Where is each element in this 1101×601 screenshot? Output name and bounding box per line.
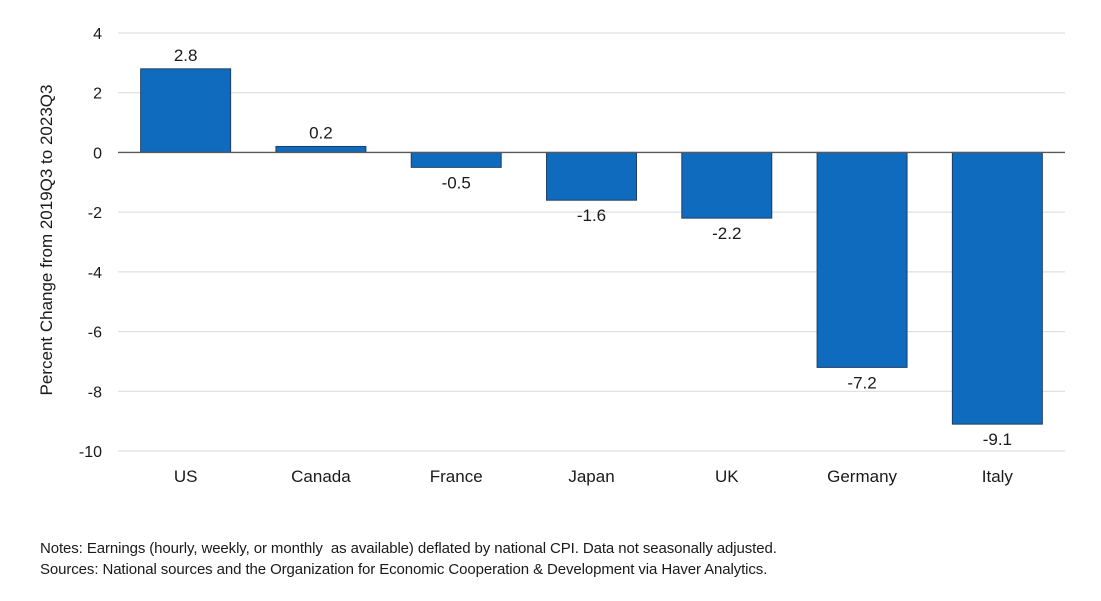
data-label: -2.2	[712, 224, 741, 243]
notes-text: Notes: Earnings (hourly, weekly, or mont…	[40, 540, 777, 557]
y-tick-label: -10	[79, 444, 102, 461]
data-label: -0.5	[442, 173, 471, 192]
y-tick-label: -4	[88, 265, 102, 282]
x-tick-label: UK	[715, 467, 739, 486]
y-tick-label: -6	[88, 325, 102, 342]
x-tick-label: Japan	[568, 467, 614, 486]
y-axis-label: Percent Change from 2019Q3 to 2023Q3	[37, 85, 56, 396]
data-label: -7.2	[847, 373, 876, 392]
bar	[816, 151, 908, 368]
y-tick-label: -8	[88, 384, 102, 401]
data-label: -1.6	[577, 206, 606, 225]
bar	[275, 145, 367, 153]
x-axis-ticks: US Canada France Japan UK Germany Italy	[174, 467, 1014, 486]
y-tick-label: -2	[88, 205, 102, 222]
bar	[140, 68, 232, 153]
y-tick-label: 4	[93, 26, 102, 43]
bar	[546, 151, 637, 201]
bar	[681, 151, 773, 219]
x-tick-label: Germany	[827, 467, 897, 486]
sources-text: Sources: National sources and the Organi…	[40, 561, 768, 578]
x-tick-label: France	[430, 467, 483, 486]
y-tick-label: 2	[93, 86, 102, 103]
bars	[140, 68, 1043, 425]
bar	[410, 151, 502, 168]
bar	[951, 151, 1043, 425]
data-label: 2.8	[174, 46, 198, 65]
x-tick-label: Canada	[291, 467, 351, 486]
y-axis-ticks: 4 2 0 -2 -4 -6 -8 -10	[79, 26, 102, 461]
bar-chart: 4 2 0 -2 -4 -6 -8 -10 US Canada France Japan UK Germ…	[37, 26, 1065, 486]
y-tick-label: 0	[93, 145, 102, 162]
gridlines	[118, 32, 1065, 452]
x-tick-label: US	[174, 467, 198, 486]
data-label: 0.2	[309, 123, 333, 142]
data-labels: 2.8 0.2 -0.5 -1.6 -2.2 -7.2 -9.1	[174, 46, 1012, 449]
data-label: -9.1	[983, 430, 1012, 449]
x-tick-label: Italy	[982, 467, 1014, 486]
